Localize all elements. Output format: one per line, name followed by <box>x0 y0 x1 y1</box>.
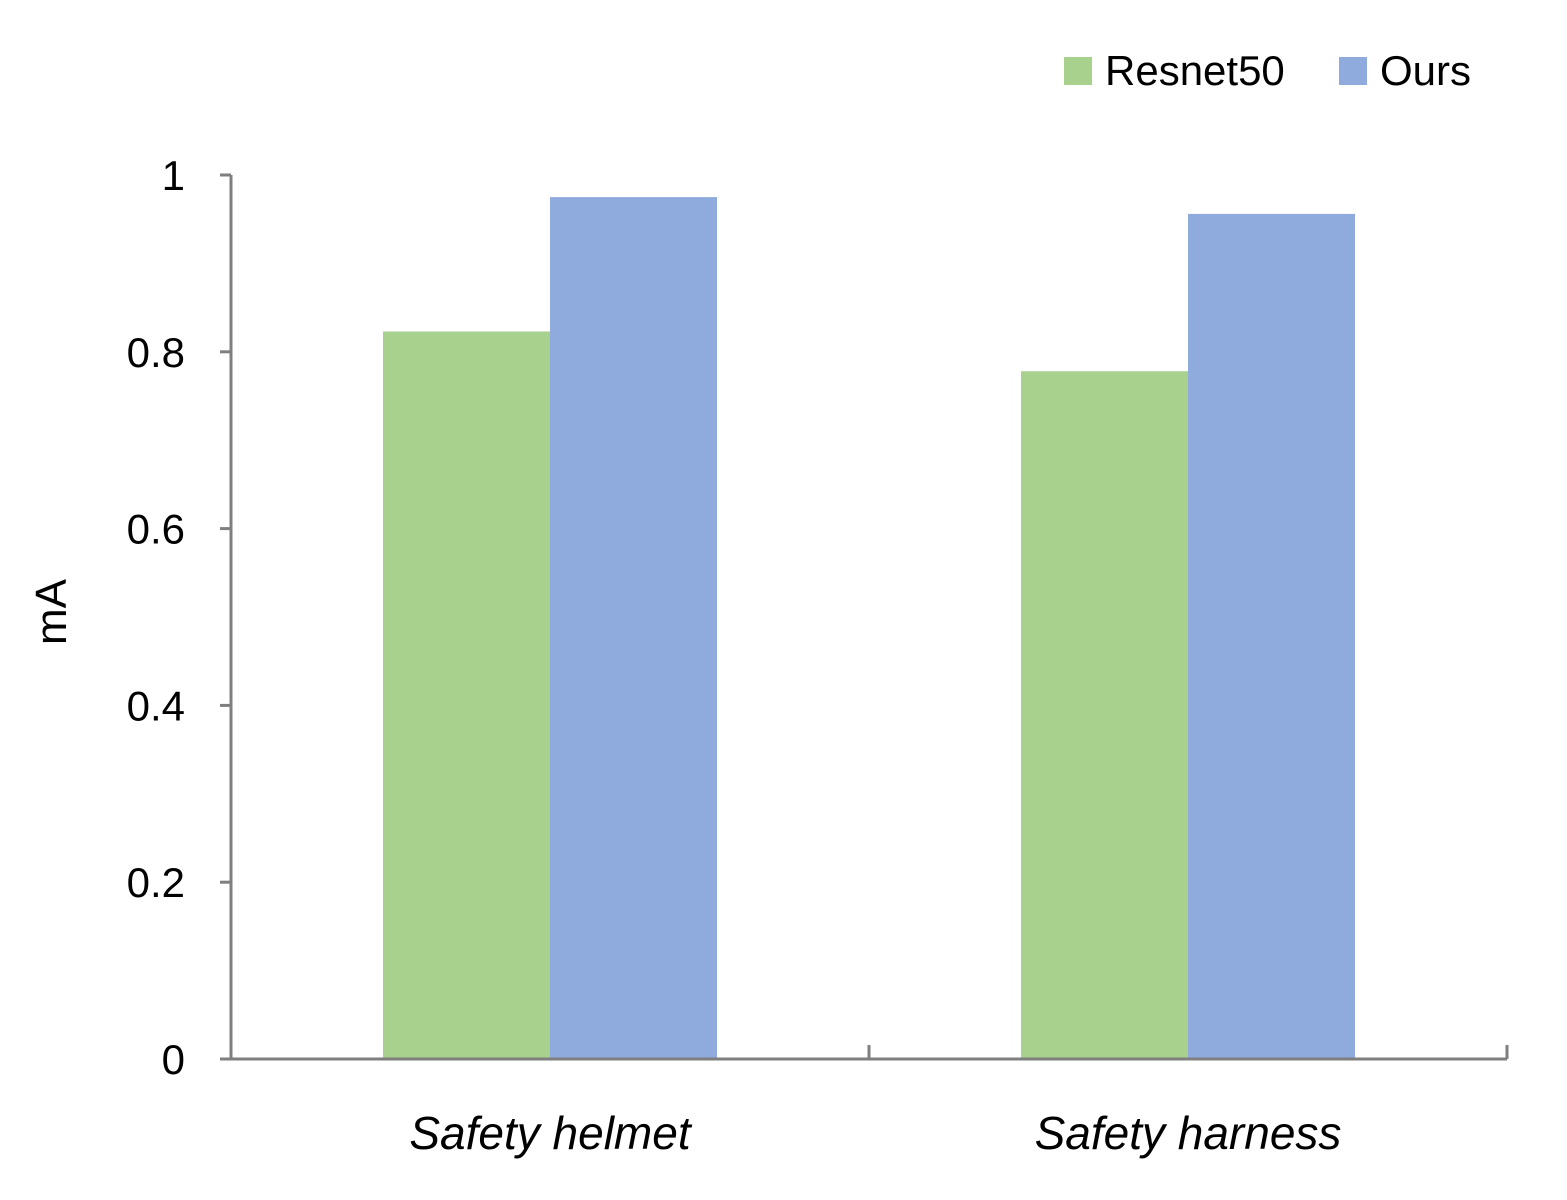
legend-swatch-resnet50 <box>1064 57 1092 85</box>
y-tick-label: 0.6 <box>127 506 185 553</box>
y-tick-label: 0.2 <box>127 859 185 906</box>
x-category-label: Safety helmet <box>409 1107 692 1159</box>
bars <box>383 197 1355 1058</box>
bar-resnet50-safety-harness <box>1021 371 1188 1058</box>
legend-swatch-ours <box>1339 57 1367 85</box>
legend-label-ours: Ours <box>1380 47 1471 94</box>
x-category-label: Safety harness <box>1035 1107 1342 1159</box>
x-axis: Safety helmet Safety harness <box>229 1045 1509 1159</box>
bar-ours-safety-helmet <box>550 197 717 1058</box>
y-axis: 0 0.2 0.4 0.6 0.8 1 <box>127 152 233 1083</box>
bar-ours-safety-harness <box>1188 213 1355 1058</box>
bar-resnet50-safety-helmet <box>383 331 550 1058</box>
y-tick-label: 0.4 <box>127 682 185 729</box>
y-tick-label: 0.8 <box>127 329 185 376</box>
y-tick-label: 0 <box>162 1036 185 1083</box>
y-tick-label: 1 <box>162 152 185 199</box>
legend-label-resnet50: Resnet50 <box>1105 47 1285 94</box>
legend: Resnet50 Ours <box>1064 47 1471 94</box>
y-axis-title: mA <box>27 578 76 645</box>
